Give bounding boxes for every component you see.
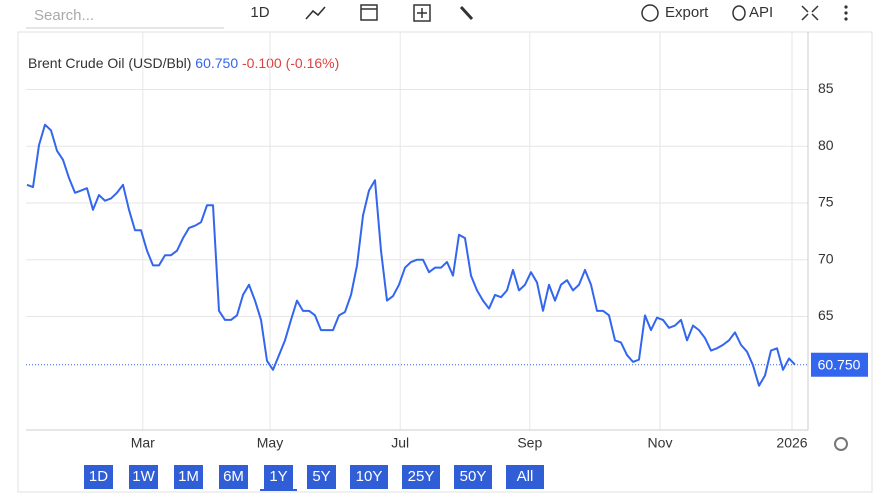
x-tick-label: 2026 (776, 435, 807, 451)
last-price: 60.750 (195, 55, 238, 71)
menu-button[interactable] (844, 5, 848, 21)
range-button[interactable]: 50Y (460, 468, 487, 485)
range-button-bg[interactable] (307, 465, 336, 489)
api-button[interactable]: API (749, 4, 773, 21)
range-button[interactable]: 1Y (269, 468, 287, 485)
y-tick-label: 85 (818, 80, 834, 96)
settings-button[interactable] (459, 5, 474, 21)
range-button-bg[interactable] (84, 465, 113, 489)
range-button[interactable]: 1W (132, 468, 155, 485)
y-tick-label: 75 (818, 194, 834, 210)
range-button[interactable]: 1M (178, 468, 199, 485)
x-tick-label: Jul (391, 435, 409, 451)
interval-button[interactable]: 1D (250, 4, 269, 21)
range-button[interactable]: 5Y (312, 468, 330, 485)
range-button[interactable]: 25Y (408, 468, 435, 485)
range-button-bg[interactable] (219, 465, 248, 489)
x-tick-label: Sep (517, 435, 542, 451)
range-button-bg[interactable] (264, 465, 293, 489)
range-button[interactable]: 1D (89, 468, 108, 485)
x-tick-label: Nov (648, 435, 673, 451)
export-button[interactable]: Export (665, 4, 709, 21)
range-button-bg[interactable] (454, 465, 492, 489)
y-tick-label: 80 (818, 137, 834, 153)
y-tick-label: 70 (818, 250, 834, 266)
api-icon[interactable] (732, 5, 746, 21)
calendar-button[interactable] (360, 4, 378, 21)
export-icon[interactable] (641, 4, 659, 22)
gear-button[interactable] (834, 437, 848, 451)
price-change: -0.100 (-0.16%) (242, 55, 339, 71)
add-button[interactable] (413, 4, 431, 22)
range-button-bg[interactable] (174, 465, 203, 489)
last-value-tag (811, 352, 868, 377)
range-button[interactable]: All (517, 468, 534, 485)
price-line (26, 123, 796, 387)
fullscreen-button[interactable] (801, 5, 819, 21)
range-button-bg[interactable] (350, 465, 388, 489)
range-button-bg[interactable] (129, 465, 158, 489)
chart-title: Brent Crude Oil (USD/Bbl) (28, 55, 191, 71)
last-value-label: 60.750 (818, 356, 861, 372)
search-input[interactable]: Search... (34, 7, 94, 24)
range-button[interactable]: 10Y (356, 468, 383, 485)
range-button[interactable]: 6M (223, 468, 244, 485)
x-tick-label: May (257, 435, 283, 451)
range-button-bg[interactable] (506, 465, 544, 489)
chart-frame (17, 31, 873, 493)
range-button-bg[interactable] (402, 465, 440, 489)
chart-header: Brent Crude Oil (USD/Bbl) 60.750 -0.100 … (28, 55, 339, 71)
y-tick-label: 65 (818, 307, 834, 323)
chart-type-button[interactable] (305, 6, 326, 20)
x-tick-label: Mar (131, 435, 155, 451)
